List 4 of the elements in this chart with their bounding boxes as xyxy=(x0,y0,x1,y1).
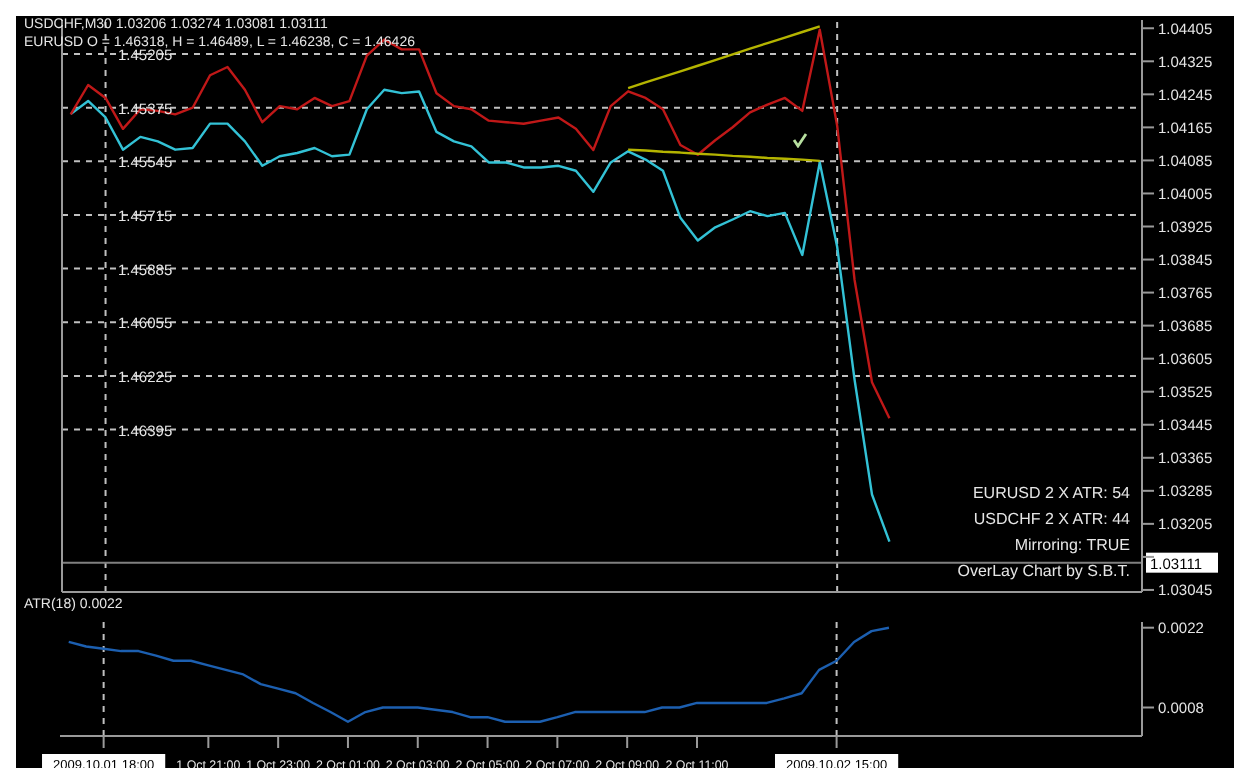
annotation: OverLay Chart by S.B.T. xyxy=(957,560,1130,584)
annotation: USDCHF 2 X ATR: 44 xyxy=(971,508,1130,532)
annotation: EURUSD 2 X ATR: 54 xyxy=(970,482,1130,506)
annotation: Mirroring: TRUE xyxy=(1012,534,1130,558)
